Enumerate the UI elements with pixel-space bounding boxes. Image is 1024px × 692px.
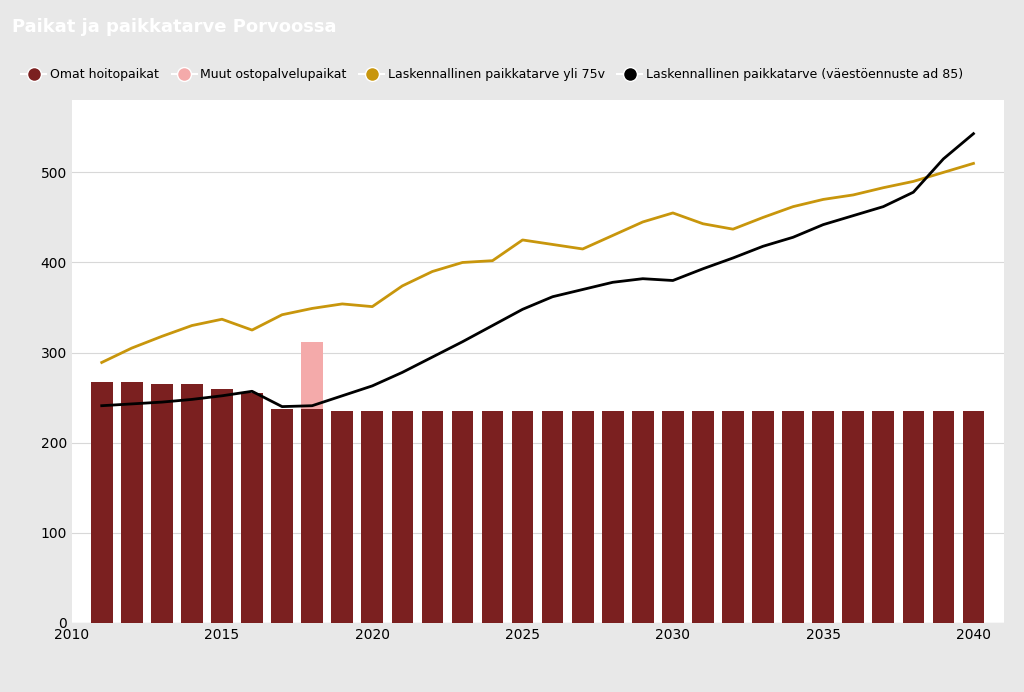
Bar: [271, 409, 293, 623]
Bar: [602, 411, 624, 623]
Bar: [332, 411, 353, 623]
Bar: [632, 411, 653, 623]
Bar: [663, 411, 684, 623]
Text: Paikat ja paikkatarve Porvoossa: Paikat ja paikkatarve Porvoossa: [12, 17, 337, 36]
Bar: [933, 411, 954, 623]
Bar: [91, 382, 113, 623]
Bar: [843, 411, 864, 623]
Bar: [181, 384, 203, 623]
Bar: [902, 411, 925, 623]
Bar: [422, 411, 443, 623]
Bar: [542, 411, 563, 623]
Bar: [782, 411, 804, 623]
Bar: [391, 411, 413, 623]
Bar: [753, 411, 774, 623]
Bar: [722, 411, 743, 623]
Bar: [452, 411, 473, 623]
Bar: [151, 384, 173, 623]
Bar: [812, 411, 834, 623]
Bar: [872, 411, 894, 623]
Bar: [121, 382, 142, 623]
Bar: [571, 411, 594, 623]
Bar: [361, 411, 383, 623]
Bar: [963, 411, 984, 623]
Bar: [301, 409, 323, 623]
Bar: [692, 411, 714, 623]
Bar: [211, 389, 232, 623]
Bar: [301, 342, 323, 409]
Bar: [242, 393, 263, 623]
Bar: [512, 411, 534, 623]
Legend: Omat hoitopaikat, Muut ostopalvelupaikat, Laskennallinen paikkatarve yli 75v, La: Omat hoitopaikat, Muut ostopalvelupaikat…: [16, 63, 969, 86]
Bar: [481, 411, 504, 623]
